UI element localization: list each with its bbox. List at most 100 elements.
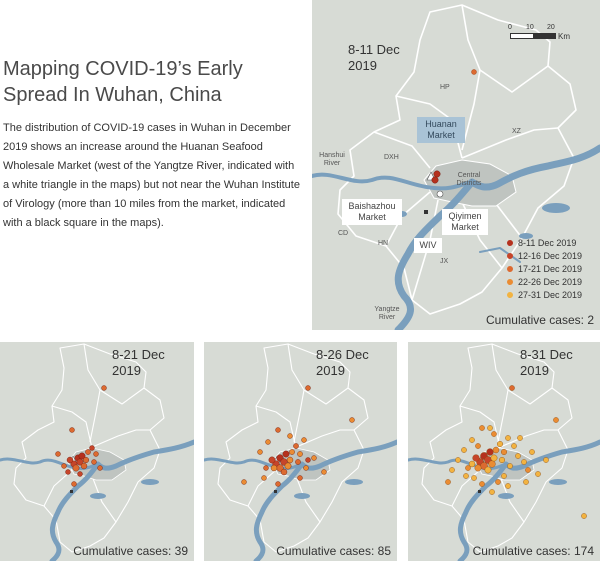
case-point [263,465,269,471]
case-point [287,433,293,439]
qiyimen-market-label: Qiyimen Market [442,209,488,235]
case-point [93,451,99,457]
case-point [500,448,507,455]
district-label: CD [338,230,349,237]
legend-dot [507,291,513,298]
district-borders [337,4,577,315]
case-point [455,457,461,463]
wiv-label: WIV [414,238,442,253]
case-point [463,473,469,479]
case-point [517,435,523,441]
case-point [474,464,482,472]
case-point [469,437,475,443]
case-points [445,385,587,519]
case-point [433,170,441,178]
scale-tick: 20 [547,24,555,31]
legend: 8-11 Dec 2019 12-16 Dec 2019 17-21 Dec 2… [507,236,582,301]
case-point [487,425,493,431]
case-point [282,450,290,458]
case-point [80,462,88,470]
case-point [501,473,507,479]
case-point [101,385,107,391]
legend-item: 27-31 Dec 2019 [507,288,582,301]
legend-dot [507,239,513,246]
case-point [55,451,61,457]
district-label: HN [378,240,389,247]
case-point [303,465,309,471]
case-point [449,467,455,473]
legend-label: 8-11 Dec 2019 [518,237,577,248]
district-label: HP [440,84,450,91]
case-point [465,465,471,471]
case-point [505,483,511,489]
legend-item: 12-16 Dec 2019 [507,249,582,262]
case-point [66,456,74,464]
case-point [488,460,496,468]
case-point [515,453,521,459]
cumulative-cases: Cumulative cases: 39 [73,544,188,558]
case-point [280,468,288,476]
case-point [305,385,311,391]
district-label: XZ [512,128,521,135]
case-point [529,449,535,455]
panel-date: 8-21 Dec 2019 [112,347,165,378]
case-point [491,431,497,437]
cumulative-cases: Cumulative cases: 85 [276,544,391,558]
case-point [286,456,294,464]
main-map-svg [312,4,600,330]
scale-unit: Km [558,32,570,41]
case-point [77,471,83,477]
panel-map-svg [204,343,397,561]
case-point [543,457,549,463]
case-point [311,455,317,461]
legend-item: 22-26 Dec 2019 [507,275,582,288]
case-point [297,451,303,457]
legend-item: 8-11 Dec 2019 [507,236,582,249]
river-label-yangtze: Yangtze River [374,306,400,321]
case-point [65,469,71,475]
case-point [523,479,529,485]
case-point [91,459,97,465]
case-point [479,481,485,487]
case-point [521,459,527,465]
panel-map-8-31: 8-31 Dec 2019 Cumulative cases: 174 [408,342,600,561]
legend-item: 17-21 Dec 2019 [507,262,582,275]
panel-map-svg [0,343,194,561]
case-point [257,449,263,455]
case-point [241,479,247,485]
rivers [312,144,600,330]
case-point [295,459,301,465]
case-point [89,445,95,451]
case-point [490,454,498,462]
wiv-square [424,210,428,214]
case-point [581,513,587,519]
case-point [553,417,559,423]
case-point [475,443,481,449]
case-point [78,452,86,460]
case-point [507,463,513,469]
case-point [535,471,541,477]
description-text: The distribution of COVID-19 cases in Wu… [3,122,300,229]
case-point [431,176,439,184]
panel-date: 8-26 Dec 2019 [316,347,369,378]
case-point [468,460,476,468]
panel-map-8-26: 8-26 Dec 2019 Cumulative cases: 85 [204,342,397,561]
case-point [486,448,494,456]
case-point [471,475,477,481]
baishazhou-market-label: Baishazhou Market [342,199,402,225]
river-label-hanshui: Hanshui River [319,152,345,167]
case-point [82,456,89,463]
huanan-market-label: Huanan Market [417,117,465,143]
case-point [505,435,511,441]
case-point [495,479,501,485]
legend-dot [507,252,513,259]
central-districts-label: Central Districts [456,172,482,187]
case-point [297,475,303,481]
cumulative-cases: Cumulative cases: 2 [485,313,594,327]
case-point [492,446,500,454]
case-point [509,385,515,391]
case-point [305,457,311,463]
case-point [275,481,281,487]
case-point [496,440,503,447]
case-points [241,385,355,487]
